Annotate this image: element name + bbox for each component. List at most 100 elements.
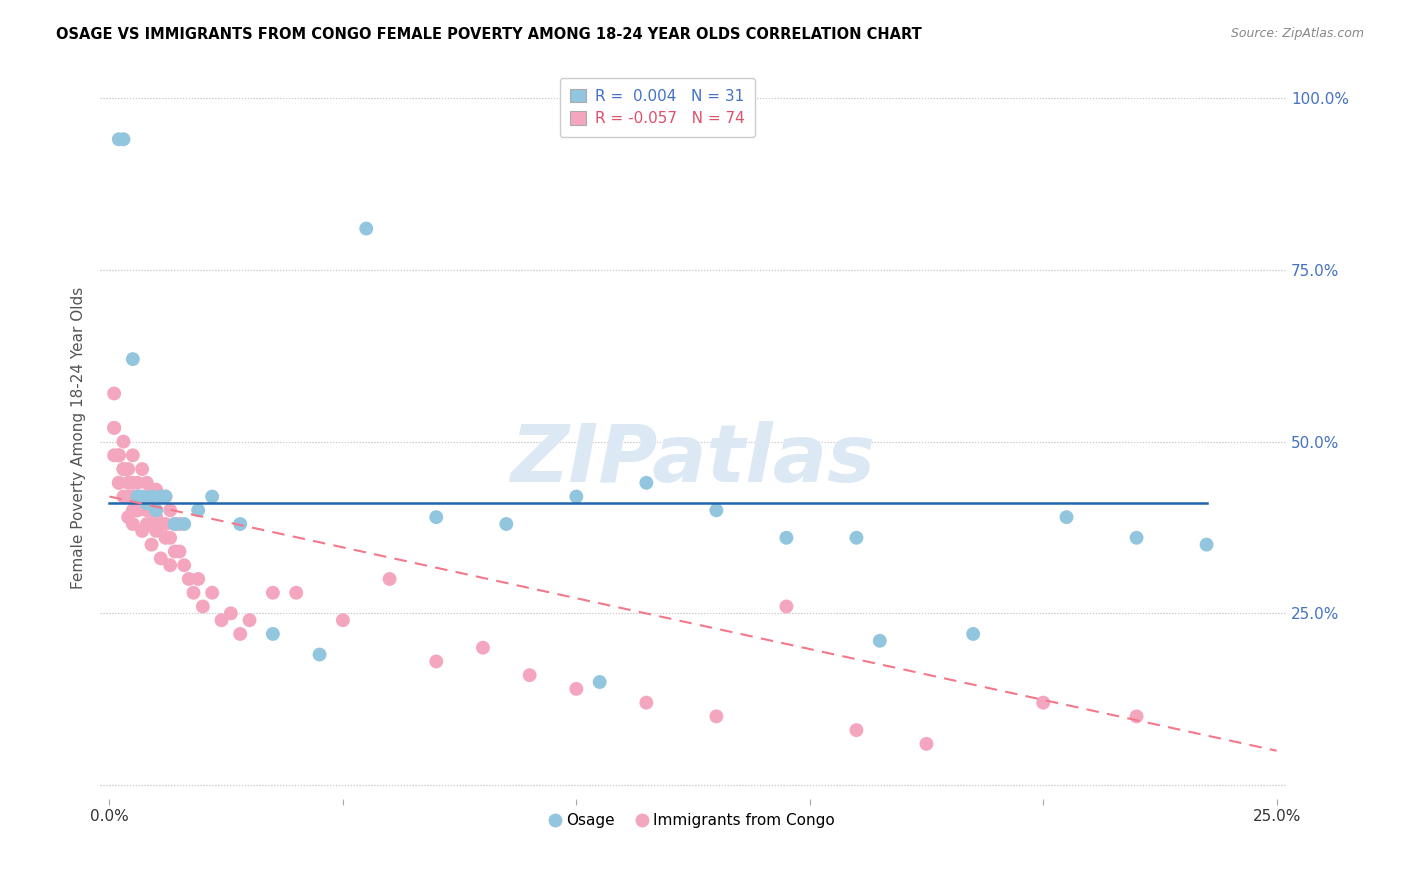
Point: [1032, 696, 1054, 710]
Point: [163, 516, 186, 531]
Point: [159, 503, 181, 517]
Text: Source: ZipAtlas.com: Source: ZipAtlas.com: [1230, 27, 1364, 40]
Point: [211, 613, 233, 627]
Point: [706, 709, 728, 723]
Point: [636, 696, 658, 710]
Point: [706, 503, 728, 517]
Point: [141, 538, 163, 552]
Point: [219, 607, 242, 621]
Point: [238, 613, 260, 627]
Point: [169, 544, 191, 558]
Point: [775, 531, 797, 545]
Point: [565, 490, 588, 504]
Point: [103, 448, 125, 462]
Point: [117, 510, 139, 524]
Point: [191, 599, 214, 614]
Legend: Osage, Immigrants from Congo: Osage, Immigrants from Congo: [546, 807, 841, 835]
Point: [159, 531, 181, 545]
Point: [127, 503, 149, 517]
Point: [121, 475, 143, 490]
Point: [159, 558, 181, 573]
Point: [149, 551, 172, 566]
Point: [589, 675, 612, 690]
Point: [636, 475, 658, 490]
Point: [229, 516, 252, 531]
Point: [177, 572, 200, 586]
Point: [1125, 709, 1147, 723]
Point: [141, 516, 163, 531]
Point: [127, 475, 149, 490]
Point: [107, 132, 129, 146]
Point: [131, 496, 153, 510]
Point: [103, 421, 125, 435]
Point: [112, 490, 135, 504]
Text: OSAGE VS IMMIGRANTS FROM CONGO FEMALE POVERTY AMONG 18-24 YEAR OLDS CORRELATION : OSAGE VS IMMIGRANTS FROM CONGO FEMALE PO…: [56, 27, 922, 42]
Point: [131, 462, 153, 476]
Point: [869, 633, 891, 648]
Point: [131, 490, 153, 504]
Point: [169, 516, 191, 531]
Point: [565, 681, 588, 696]
Point: [107, 448, 129, 462]
Point: [107, 475, 129, 490]
Point: [354, 221, 377, 235]
Point: [173, 516, 195, 531]
Point: [262, 627, 284, 641]
Point: [103, 421, 125, 435]
Point: [149, 516, 172, 531]
Point: [173, 558, 195, 573]
Point: [201, 490, 224, 504]
Point: [145, 510, 167, 524]
Point: [117, 475, 139, 490]
Point: [962, 627, 984, 641]
Point: [285, 585, 308, 599]
Point: [121, 490, 143, 504]
Point: [425, 510, 447, 524]
Point: [112, 434, 135, 449]
Point: [1125, 531, 1147, 545]
Point: [163, 516, 186, 531]
Point: [155, 490, 177, 504]
Point: [121, 352, 143, 367]
Text: ZIPatlas: ZIPatlas: [510, 421, 876, 499]
Point: [183, 585, 205, 599]
Point: [187, 572, 209, 586]
Point: [495, 516, 517, 531]
Point: [332, 613, 354, 627]
Point: [425, 655, 447, 669]
Point: [141, 490, 163, 504]
Point: [103, 386, 125, 401]
Point: [121, 503, 143, 517]
Point: [145, 483, 167, 497]
Point: [155, 531, 177, 545]
Point: [121, 448, 143, 462]
Point: [135, 496, 157, 510]
Point: [163, 544, 186, 558]
Point: [378, 572, 401, 586]
Point: [775, 599, 797, 614]
Point: [112, 462, 135, 476]
Point: [127, 490, 149, 504]
Point: [845, 531, 868, 545]
Point: [229, 627, 252, 641]
Point: [915, 737, 938, 751]
Point: [131, 524, 153, 538]
Point: [187, 503, 209, 517]
Point: [127, 503, 149, 517]
Point: [155, 490, 177, 504]
Point: [135, 475, 157, 490]
Point: [308, 648, 330, 662]
Point: [112, 462, 135, 476]
Point: [135, 503, 157, 517]
Point: [1056, 510, 1078, 524]
Point: [149, 490, 172, 504]
Point: [845, 723, 868, 738]
Point: [262, 585, 284, 599]
Y-axis label: Female Poverty Among 18-24 Year Olds: Female Poverty Among 18-24 Year Olds: [72, 287, 86, 590]
Point: [107, 448, 129, 462]
Point: [155, 516, 177, 531]
Point: [117, 490, 139, 504]
Point: [141, 483, 163, 497]
Point: [117, 462, 139, 476]
Point: [121, 516, 143, 531]
